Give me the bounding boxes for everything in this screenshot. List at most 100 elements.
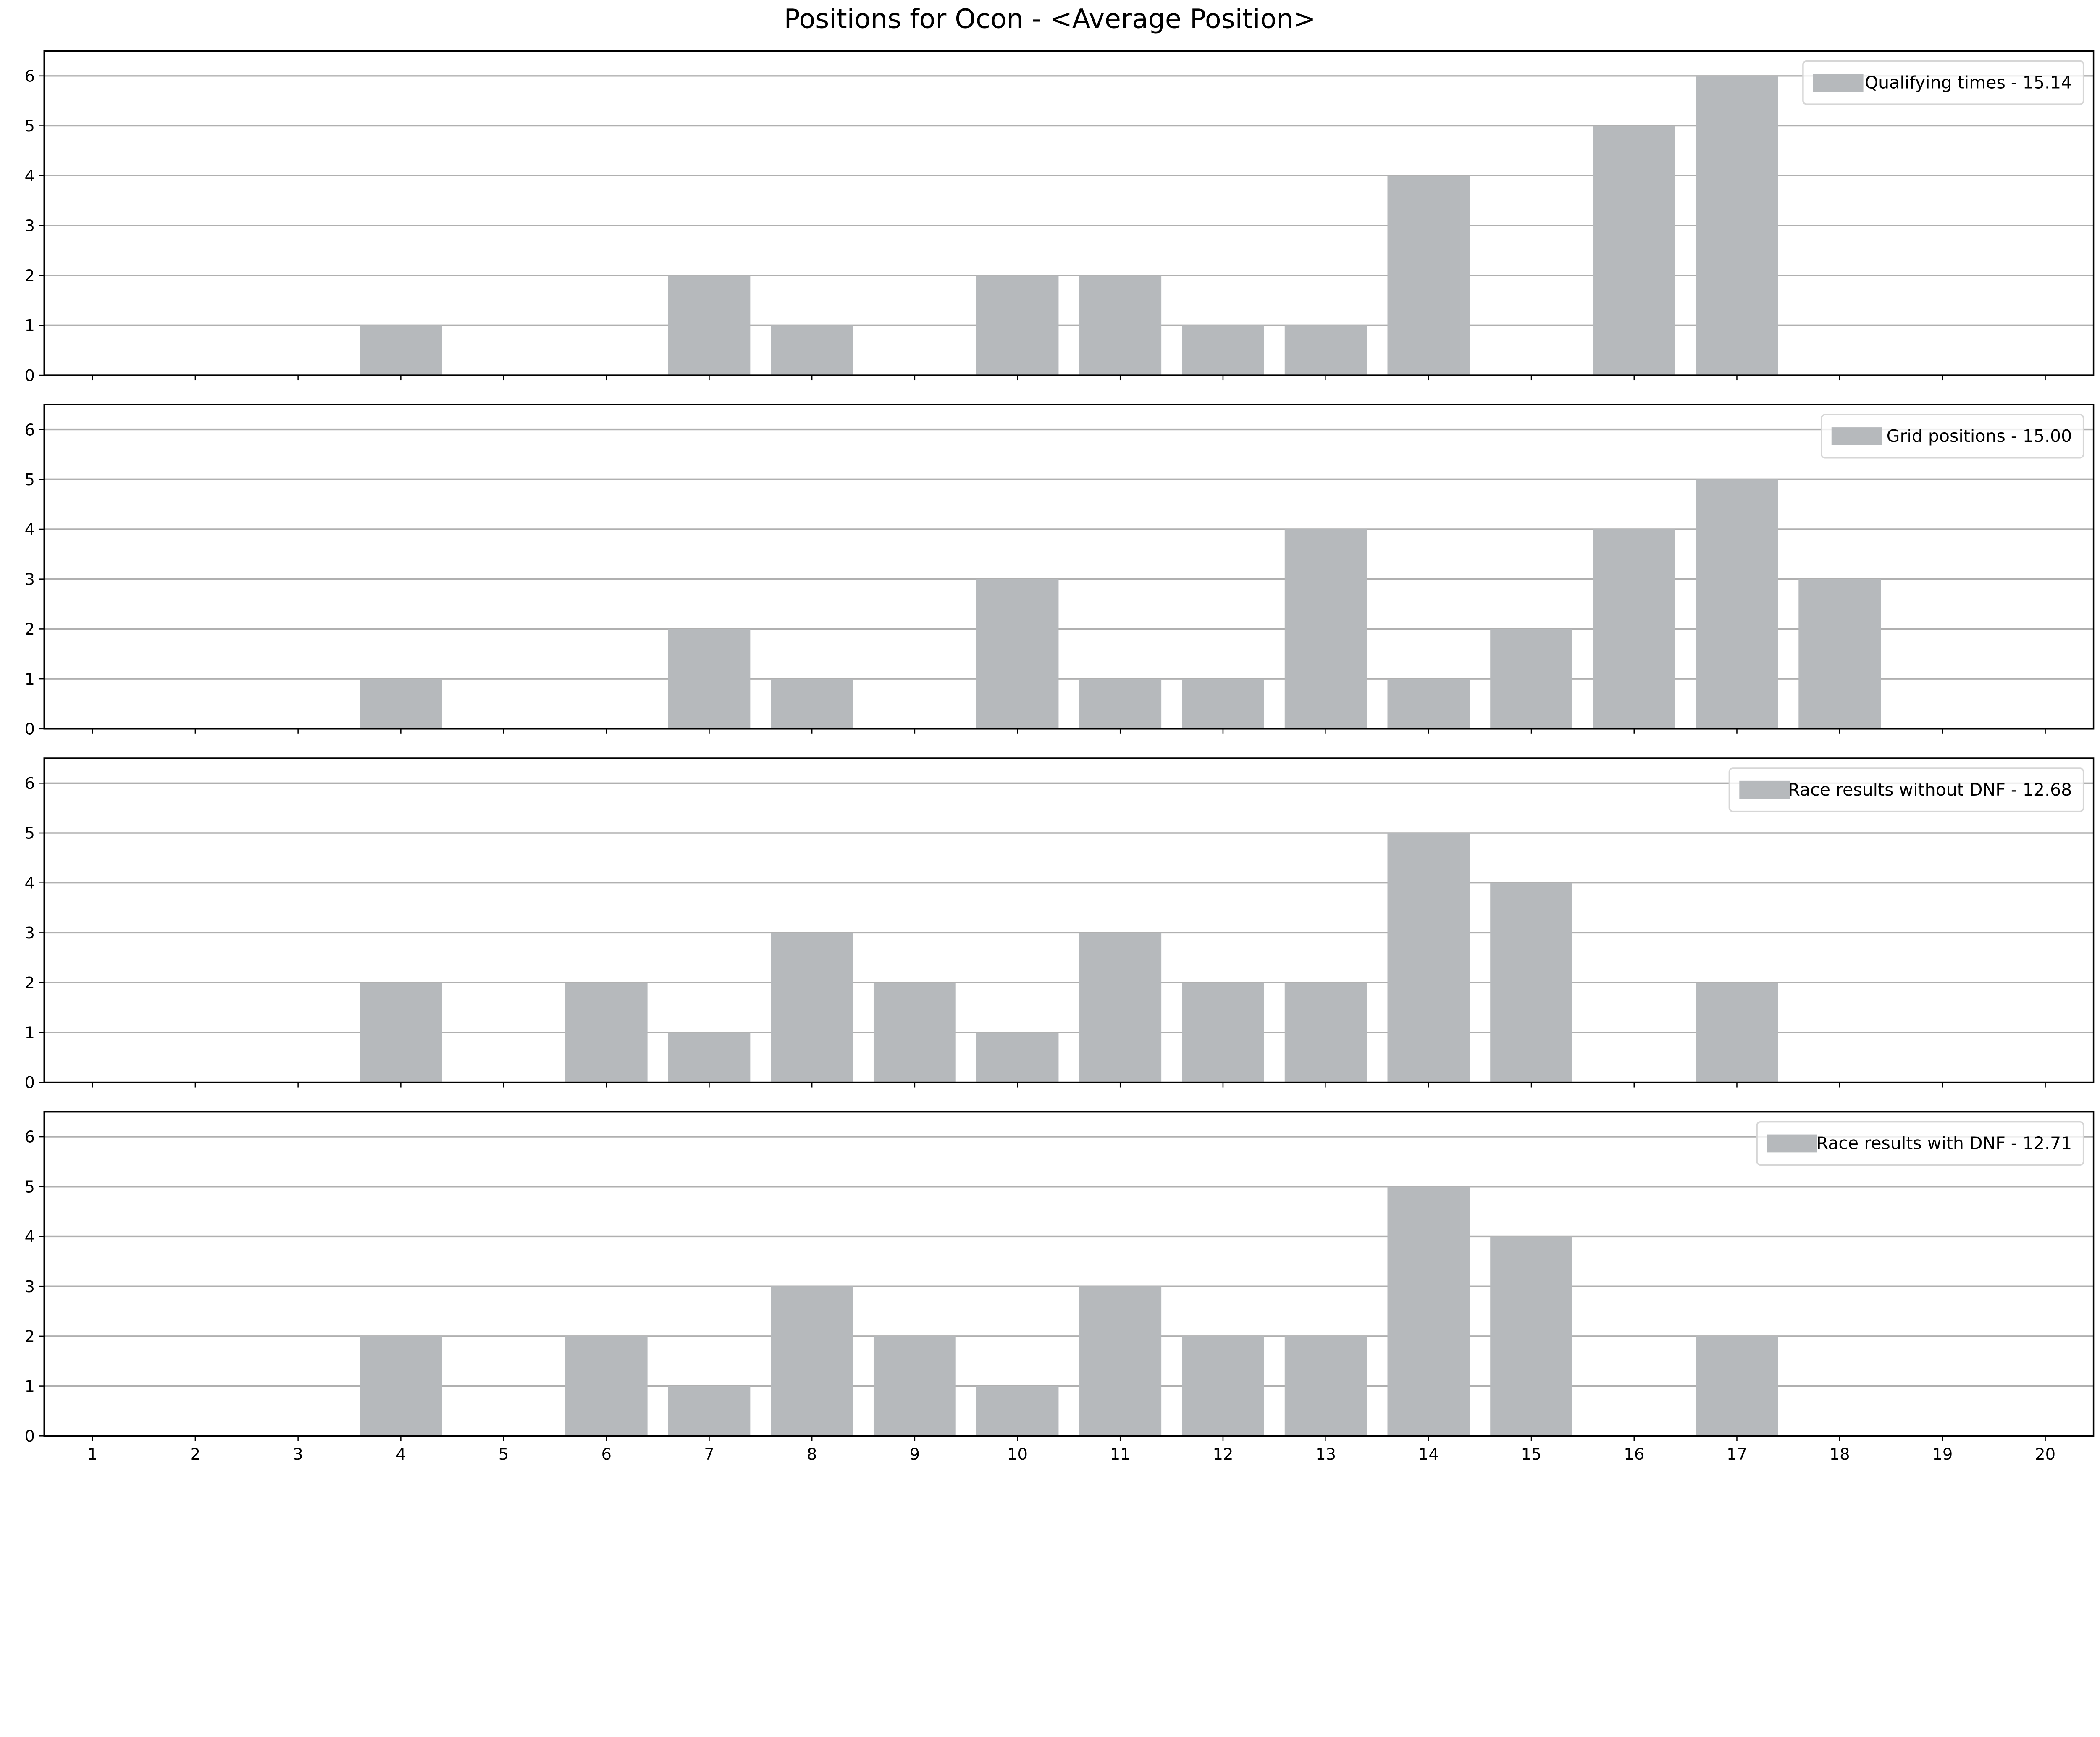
bar <box>1182 325 1264 376</box>
y-tick-label: 5 <box>24 470 35 489</box>
y-tick-label: 0 <box>24 720 35 738</box>
bar <box>1182 679 1264 729</box>
axes-frame <box>43 757 2095 1083</box>
legend: Race results with DNF - 12.71 <box>1756 1121 2084 1166</box>
y-tick-label: 4 <box>24 1227 35 1246</box>
bar <box>1798 579 1881 729</box>
x-tick-label: 2 <box>190 1445 201 1464</box>
subplot-2: 0 1 2 3 4 5 6 Grid positions - 15.00 <box>24 404 2095 738</box>
bar <box>668 1386 751 1436</box>
x-tick-label: 17 <box>1727 1445 1747 1464</box>
bar <box>976 1032 1059 1083</box>
y-tick-label: 4 <box>24 874 35 893</box>
y-tick-label: 3 <box>24 924 35 943</box>
y-tick-label: 2 <box>24 620 35 639</box>
bar <box>976 579 1059 729</box>
bar <box>976 275 1059 376</box>
axes-frame <box>43 404 2095 730</box>
bar <box>1284 983 1367 1083</box>
bar <box>771 679 853 729</box>
y-tick-label: 5 <box>24 117 35 136</box>
bar <box>360 983 442 1083</box>
bar <box>1387 679 1470 729</box>
chart-title: Positions for Ocon - <Average Position> <box>784 3 1316 34</box>
bar <box>1079 1286 1162 1436</box>
bar <box>1182 983 1264 1083</box>
bar <box>873 983 956 1083</box>
bar <box>360 1336 442 1436</box>
x-tick-label: 11 <box>1110 1445 1131 1464</box>
x-tick-label: 4 <box>396 1445 406 1464</box>
x-tick-label: 10 <box>1007 1445 1028 1464</box>
legend-label: Grid positions - 15.00 <box>1887 426 2072 446</box>
x-tick-label: 18 <box>1830 1445 1850 1464</box>
subplot-3: 0 1 2 3 4 5 6 Race results without DNF - 12.68 <box>24 757 2095 1092</box>
x-tick-label: 15 <box>1521 1445 1542 1464</box>
bar <box>1696 983 1778 1083</box>
bar <box>1387 176 1470 376</box>
legend-swatch <box>1813 74 1864 92</box>
x-tick-label: 16 <box>1624 1445 1644 1464</box>
y-tick-label: 1 <box>24 1024 35 1043</box>
x-tick-label: 8 <box>807 1445 817 1464</box>
legend: Grid positions - 15.00 <box>1821 414 2084 459</box>
legend-swatch <box>1767 1134 1817 1153</box>
y-tick-label: 6 <box>24 774 35 793</box>
y-tick-label: 0 <box>24 1427 35 1446</box>
bar <box>1593 529 1675 729</box>
y-tick-label: 3 <box>24 1277 35 1296</box>
legend-label: Race results without DNF - 12.68 <box>1788 780 2072 800</box>
subplot-1: 0 1 2 3 4 5 6 Qualifying times - 15.14 <box>24 50 2095 385</box>
bar <box>1079 933 1162 1083</box>
y-tick-label: 3 <box>24 217 35 236</box>
x-tick-label: 3 <box>293 1445 303 1464</box>
bar <box>1490 629 1572 729</box>
bar <box>1387 1186 1470 1436</box>
bar <box>1387 833 1470 1083</box>
y-tick-label: 5 <box>24 824 35 843</box>
legend-label: Race results with DNF - 12.71 <box>1816 1133 2072 1154</box>
bar <box>1079 679 1162 729</box>
legend: Qualifying times - 15.14 <box>1802 60 2084 105</box>
axes-frame <box>43 1111 2095 1437</box>
x-tick-label: 6 <box>601 1445 612 1464</box>
y-tick-label: 3 <box>24 570 35 589</box>
legend-swatch <box>1831 427 1882 445</box>
bar <box>771 933 853 1083</box>
legend: Race results without DNF - 12.68 <box>1728 767 2084 812</box>
y-tick-label: 1 <box>24 670 35 689</box>
y-tick-label: 4 <box>24 520 35 539</box>
bar <box>1284 325 1367 376</box>
bar <box>1696 76 1778 376</box>
legend-box <box>1802 60 2084 105</box>
y-tick-label: 0 <box>24 366 35 385</box>
x-tick-label: 19 <box>1932 1445 1953 1464</box>
y-tick-label: 4 <box>24 167 35 186</box>
bar <box>565 1336 648 1436</box>
y-tick-label: 1 <box>24 316 35 335</box>
x-tick-label: 20 <box>2035 1445 2055 1464</box>
y-tick-label: 0 <box>24 1073 35 1092</box>
x-tick-label: 5 <box>499 1445 509 1464</box>
y-tick-label: 6 <box>24 67 35 86</box>
legend-label: Qualifying times - 15.14 <box>1865 72 2072 92</box>
bar <box>1284 529 1367 729</box>
legend-box <box>1728 767 2084 812</box>
bar <box>873 1336 956 1436</box>
bar <box>1593 126 1675 376</box>
y-tick-label: 5 <box>24 1177 35 1196</box>
y-tick-label: 6 <box>24 420 35 439</box>
bar <box>1490 883 1572 1083</box>
bar <box>771 1286 853 1436</box>
bar <box>360 325 442 376</box>
y-tick-label: 1 <box>24 1377 35 1396</box>
y-tick-label: 6 <box>24 1128 35 1147</box>
axes-frame <box>43 50 2095 376</box>
x-tick-label: 13 <box>1315 1445 1336 1464</box>
y-tick-label: 2 <box>24 974 35 993</box>
x-tick-label: 7 <box>704 1445 714 1464</box>
chart: 0 1 2 3 4 5 6 Qualifying times - 15.14 0 1 2 3 4 5 6 Gr… <box>24 3 2095 1464</box>
bar <box>668 1032 751 1083</box>
bar <box>1284 1336 1367 1436</box>
